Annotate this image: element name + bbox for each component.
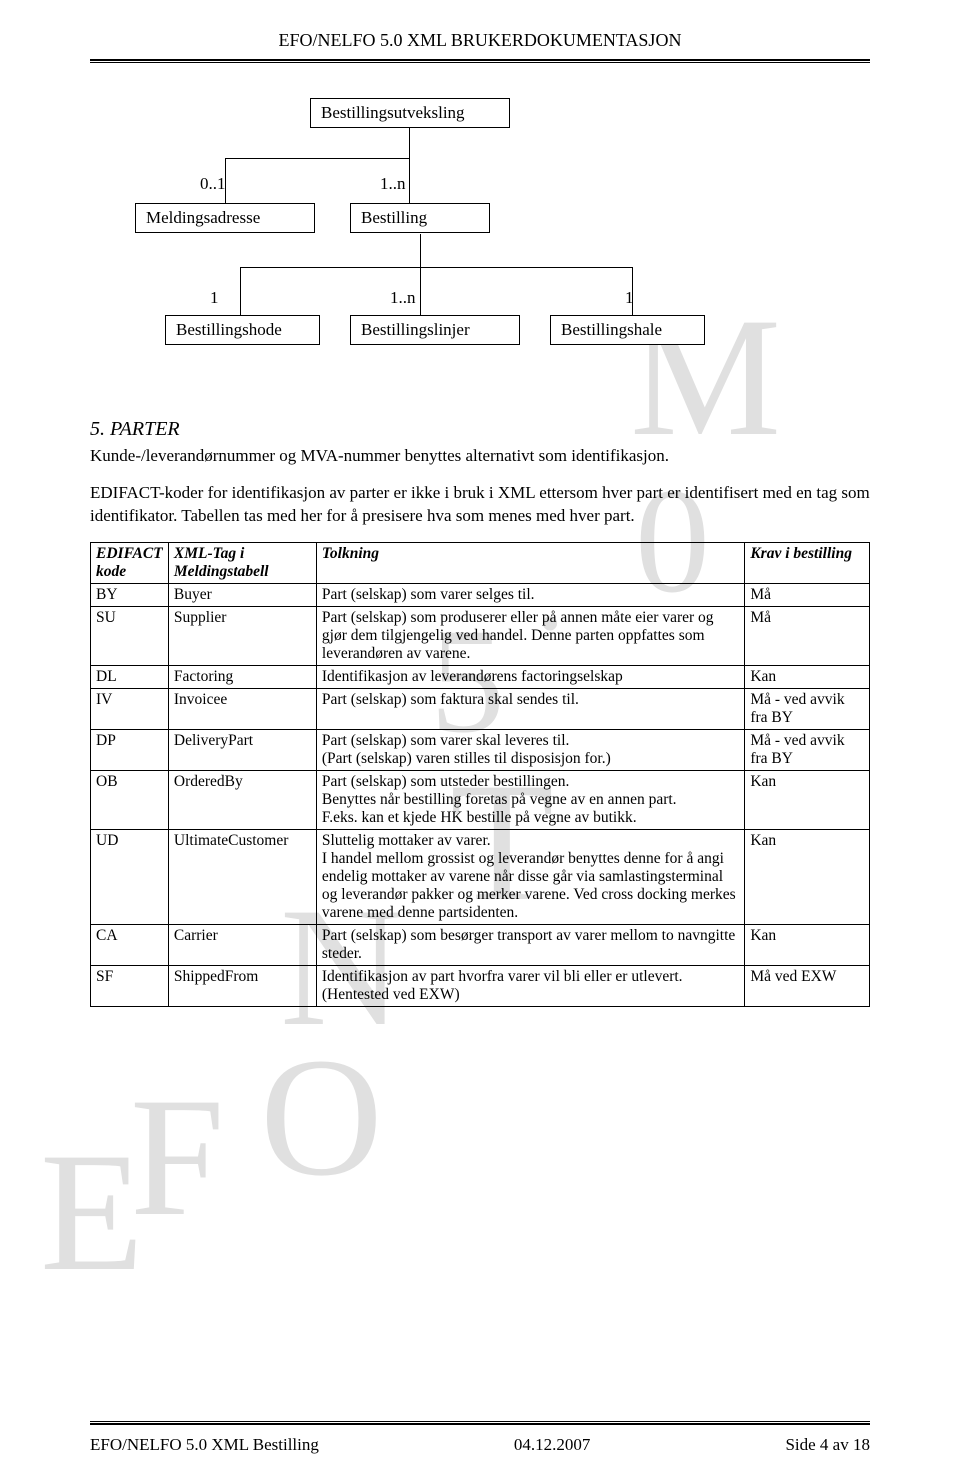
watermark-letter: E <box>40 1115 144 1310</box>
table-row: SFShippedFromIdentifikasjon av part hvor… <box>91 965 870 1006</box>
table-cell: Part (selskap) som produserer eller på a… <box>316 606 744 665</box>
structure-diagram: Bestillingsutveksling 0..1 1..n Meldings… <box>90 98 870 388</box>
table-cell: IV <box>91 688 169 729</box>
table-cell: Må ved EXW <box>745 965 870 1006</box>
footer-center: 04.12.2007 <box>514 1435 591 1455</box>
table-cell: Part (selskap) som utsteder bestillingen… <box>316 770 744 829</box>
watermark-letter: O <box>260 1020 383 1215</box>
table-cell: Identifikasjon av leverandørens factorin… <box>316 665 744 688</box>
diagram-line <box>225 158 410 159</box>
diagram-line <box>240 267 241 315</box>
table-row: UDUltimateCustomerSluttelig mottaker av … <box>91 829 870 924</box>
table-cell: ShippedFrom <box>168 965 316 1006</box>
diagram-box: Bestilling <box>350 203 490 233</box>
table-cell: Factoring <box>168 665 316 688</box>
table-cell: Må - ved avvik fra BY <box>745 688 870 729</box>
diagram-box: Bestillingshode <box>165 315 320 345</box>
table-header: EDIFACT kode <box>91 542 169 583</box>
table-cell: UltimateCustomer <box>168 829 316 924</box>
table-cell: Kan <box>745 770 870 829</box>
table-cell: DeliveryPart <box>168 729 316 770</box>
table-cell: Part (selskap) som varer selges til. <box>316 583 744 606</box>
header-divider <box>90 59 870 63</box>
table-cell: OB <box>91 770 169 829</box>
table-cell: CA <box>91 924 169 965</box>
table-row: DLFactoringIdentifikasjon av leverandøre… <box>91 665 870 688</box>
table-cell: Carrier <box>168 924 316 965</box>
table-header-row: EDIFACT kode XML-Tag i Meldingstabell To… <box>91 542 870 583</box>
diagram-line <box>409 158 410 203</box>
table-cell: UD <box>91 829 169 924</box>
table-cell: Kan <box>745 829 870 924</box>
table-cell: Kan <box>745 665 870 688</box>
table-row: SUSupplierPart (selskap) som produserer … <box>91 606 870 665</box>
diagram-line <box>420 234 421 267</box>
diagram-cardinality: 1 <box>210 288 219 308</box>
table-header: XML-Tag i Meldingstabell <box>168 542 316 583</box>
table-row: OBOrderedByPart (selskap) som utsteder b… <box>91 770 870 829</box>
diagram-box-root: Bestillingsutveksling <box>310 98 510 128</box>
table-cell: DL <box>91 665 169 688</box>
diagram-line <box>240 267 633 268</box>
table-cell: Kan <box>745 924 870 965</box>
table-cell: OrderedBy <box>168 770 316 829</box>
page-header-title: EFO/NELFO 5.0 XML BRUKERDOKUMENTASJON <box>90 30 870 51</box>
diagram-line <box>409 128 410 158</box>
table-cell: Identifikasjon av part hvorfra varer vil… <box>316 965 744 1006</box>
table-cell: SU <box>91 606 169 665</box>
table-row: CACarrierPart (selskap) som besørger tra… <box>91 924 870 965</box>
diagram-box: Bestillingshale <box>550 315 705 345</box>
table-cell: Part (selskap) som faktura skal sendes t… <box>316 688 744 729</box>
table-cell: Buyer <box>168 583 316 606</box>
table-header: Krav i bestilling <box>745 542 870 583</box>
table-cell: Part (selskap) som besørger transport av… <box>316 924 744 965</box>
table-cell: Supplier <box>168 606 316 665</box>
section-title: 5. PARTER <box>90 418 870 441</box>
table-cell: DP <box>91 729 169 770</box>
parts-table: EDIFACT kode XML-Tag i Meldingstabell To… <box>90 542 870 1007</box>
footer-divider <box>90 1421 870 1425</box>
footer-right: Side 4 av 18 <box>785 1435 870 1455</box>
watermark-letter: F <box>130 1060 225 1255</box>
table-cell: Må <box>745 606 870 665</box>
page-footer: EFO/NELFO 5.0 XML Bestilling 04.12.2007 … <box>90 1421 870 1455</box>
table-row: DPDeliveryPartPart (selskap) som varer s… <box>91 729 870 770</box>
table-row: BYBuyerPart (selskap) som varer selges t… <box>91 583 870 606</box>
table-cell: Part (selskap) som varer skal leveres ti… <box>316 729 744 770</box>
diagram-box: Meldingsadresse <box>135 203 315 233</box>
table-header: Tolkning <box>316 542 744 583</box>
paragraph: EDIFACT-koder for identifikasjon av part… <box>90 482 870 528</box>
diagram-cardinality: 1..n <box>380 174 406 194</box>
table-cell: SF <box>91 965 169 1006</box>
table-cell: Invoicee <box>168 688 316 729</box>
diagram-cardinality: 0..1 <box>200 174 226 194</box>
table-cell: Må - ved avvik fra BY <box>745 729 870 770</box>
paragraph: Kunde-/leverandørnummer og MVA-nummer be… <box>90 445 870 468</box>
diagram-cardinality: 1 <box>625 288 634 308</box>
diagram-cardinality: 1..n <box>390 288 416 308</box>
table-cell: Må <box>745 583 870 606</box>
footer-left: EFO/NELFO 5.0 XML Bestilling <box>90 1435 319 1455</box>
diagram-line <box>420 267 421 315</box>
diagram-box: Bestillingslinjer <box>350 315 520 345</box>
table-row: IVInvoiceePart (selskap) som faktura ska… <box>91 688 870 729</box>
table-cell: BY <box>91 583 169 606</box>
table-cell: Sluttelig mottaker av varer. I handel me… <box>316 829 744 924</box>
